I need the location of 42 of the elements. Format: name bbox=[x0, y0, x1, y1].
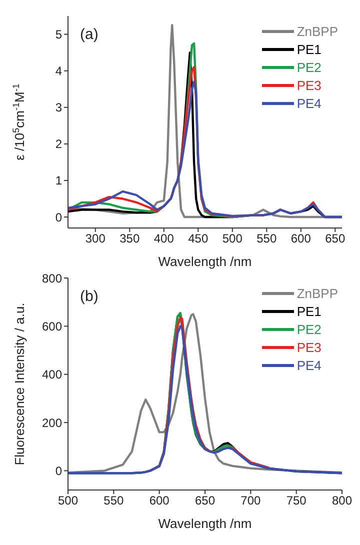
legend-label: PE4 bbox=[296, 358, 322, 372]
x-tick-label: 650 bbox=[194, 494, 216, 508]
x-tick-label: 650 bbox=[325, 232, 346, 246]
x-axis-title: Wavelength /nm bbox=[158, 254, 252, 269]
legend-label: ZnBPP bbox=[296, 24, 338, 38]
annotation: (b) bbox=[80, 288, 98, 305]
legend-label: ZnBPP bbox=[296, 286, 338, 300]
y-tick-label: 400 bbox=[42, 368, 62, 382]
x-tick-label: 750 bbox=[286, 494, 307, 508]
y-tick-label: 0 bbox=[55, 210, 62, 224]
legend-label: PE1 bbox=[296, 304, 322, 318]
x-tick-label: 700 bbox=[240, 494, 261, 508]
legend-label: PE3 bbox=[296, 78, 322, 92]
x-tick-label: 800 bbox=[332, 494, 352, 508]
legend-label: PE1 bbox=[296, 42, 322, 56]
line-series bbox=[149, 316, 270, 472]
x-tick-label: 550 bbox=[104, 494, 124, 508]
legend-label: PE2 bbox=[296, 60, 322, 74]
x-tick-label: 450 bbox=[188, 232, 208, 246]
y-tick-label: 1 bbox=[55, 174, 62, 188]
legend-label: PE4 bbox=[296, 96, 322, 110]
x-axis-title: Wavelength /nm bbox=[158, 516, 252, 531]
y-axis-title: Fluorescence Intensity / a.u. bbox=[12, 302, 27, 466]
y-tick-label: 0 bbox=[55, 464, 62, 478]
legend-label: PE2 bbox=[296, 322, 322, 336]
x-tick-label: 600 bbox=[290, 232, 312, 246]
x-tick-label: 300 bbox=[85, 232, 106, 246]
x-tick-label: 400 bbox=[154, 232, 174, 246]
y-tick-label: 200 bbox=[42, 416, 62, 430]
y-tick-label: 800 bbox=[42, 271, 62, 286]
annotation: (a) bbox=[80, 26, 98, 43]
x-tick-label: 500 bbox=[58, 494, 78, 508]
x-tick-label: 350 bbox=[120, 232, 140, 246]
y-tick-label: 5 bbox=[55, 28, 62, 42]
y-tick-label: 3 bbox=[55, 100, 62, 115]
legend-label: PE3 bbox=[296, 340, 322, 354]
y-tick-label: 2 bbox=[55, 137, 62, 152]
x-tick-label: 500 bbox=[222, 232, 243, 246]
y-tick-label: 4 bbox=[55, 64, 62, 78]
x-tick-label: 550 bbox=[256, 232, 277, 246]
x-tick-label: 600 bbox=[149, 494, 170, 508]
y-tick-label: 600 bbox=[42, 319, 62, 334]
